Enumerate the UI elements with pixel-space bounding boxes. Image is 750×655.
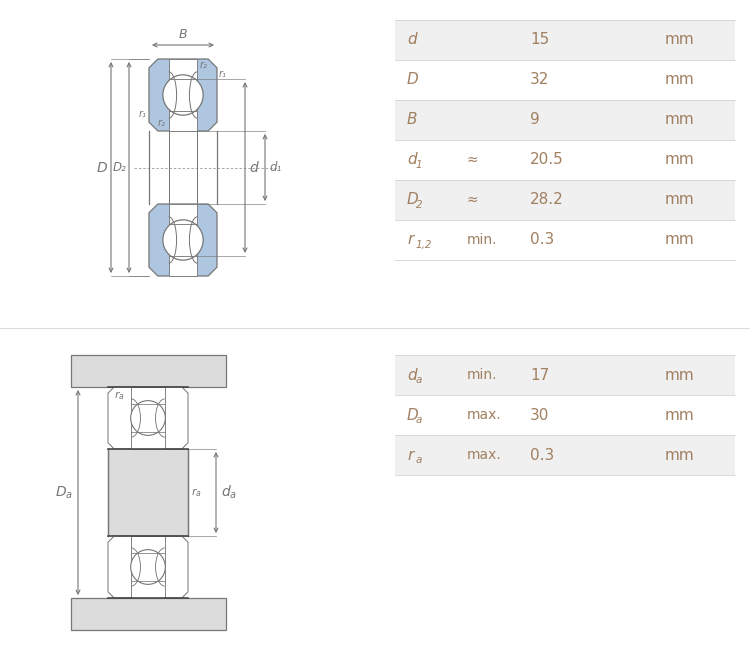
Text: 0.3: 0.3: [530, 233, 554, 248]
Bar: [395, 355, 735, 395]
Text: a: a: [416, 375, 422, 385]
Text: max.: max.: [467, 448, 502, 462]
Text: min.: min.: [467, 233, 497, 247]
Bar: [70, 598, 226, 630]
Bar: [108, 449, 188, 536]
Text: a: a: [416, 415, 422, 425]
Text: 20.5: 20.5: [530, 153, 564, 168]
Circle shape: [130, 550, 165, 584]
Text: d₁: d₁: [269, 161, 281, 174]
Text: r₁: r₁: [140, 109, 147, 119]
Text: a: a: [416, 455, 422, 465]
Text: D: D: [407, 193, 419, 208]
Text: r: r: [407, 447, 413, 462]
Polygon shape: [149, 204, 217, 276]
Bar: [395, 180, 735, 220]
Polygon shape: [149, 59, 217, 131]
Text: D₂: D₂: [112, 161, 126, 174]
Text: 28.2: 28.2: [530, 193, 564, 208]
Polygon shape: [108, 387, 188, 449]
Text: 30: 30: [530, 407, 549, 422]
Text: D$_a$: D$_a$: [55, 484, 73, 500]
Text: d: d: [407, 33, 417, 48]
Text: mm: mm: [665, 233, 694, 248]
Polygon shape: [108, 536, 188, 598]
Bar: [169, 59, 197, 131]
Text: d: d: [407, 367, 417, 383]
Bar: [70, 355, 226, 387]
Text: B: B: [178, 28, 188, 41]
Text: mm: mm: [665, 447, 694, 462]
Text: min.: min.: [467, 368, 497, 382]
Text: 2: 2: [416, 200, 423, 210]
Text: 15: 15: [530, 33, 549, 48]
Text: D: D: [96, 160, 107, 174]
Text: d: d: [407, 153, 417, 168]
Text: 17: 17: [530, 367, 549, 383]
Text: ≈: ≈: [467, 193, 478, 207]
Bar: [395, 395, 735, 435]
Text: mm: mm: [665, 33, 694, 48]
Bar: [395, 100, 735, 140]
Bar: [131, 387, 165, 449]
Bar: [395, 20, 735, 60]
Bar: [395, 140, 735, 180]
Text: 1: 1: [416, 160, 423, 170]
Text: mm: mm: [665, 113, 694, 128]
Text: r$_a$: r$_a$: [191, 486, 202, 499]
Bar: [395, 220, 735, 260]
Bar: [395, 60, 735, 100]
Bar: [131, 536, 165, 598]
Text: mm: mm: [665, 193, 694, 208]
Text: d$_a$: d$_a$: [221, 484, 237, 501]
Text: B: B: [407, 113, 418, 128]
Bar: [169, 204, 197, 276]
Text: mm: mm: [665, 73, 694, 88]
Text: mm: mm: [665, 407, 694, 422]
Text: ≈: ≈: [467, 153, 478, 167]
Text: r: r: [407, 233, 413, 248]
Text: 0.3: 0.3: [530, 447, 554, 462]
Circle shape: [130, 401, 165, 436]
Text: r₁: r₁: [219, 69, 226, 79]
Text: 9: 9: [530, 113, 540, 128]
Text: 1,2: 1,2: [416, 240, 433, 250]
Text: d: d: [249, 160, 258, 174]
Circle shape: [163, 75, 203, 115]
Text: D: D: [407, 407, 419, 422]
Circle shape: [163, 220, 203, 260]
Text: mm: mm: [665, 153, 694, 168]
Text: r₂: r₂: [200, 60, 207, 70]
Text: D: D: [407, 73, 419, 88]
Text: 32: 32: [530, 73, 549, 88]
Bar: [395, 435, 735, 475]
Text: r$_a$: r$_a$: [114, 389, 125, 402]
Text: mm: mm: [665, 367, 694, 383]
Bar: [130, 449, 166, 536]
Text: max.: max.: [467, 408, 502, 422]
Text: r₂: r₂: [158, 118, 165, 128]
